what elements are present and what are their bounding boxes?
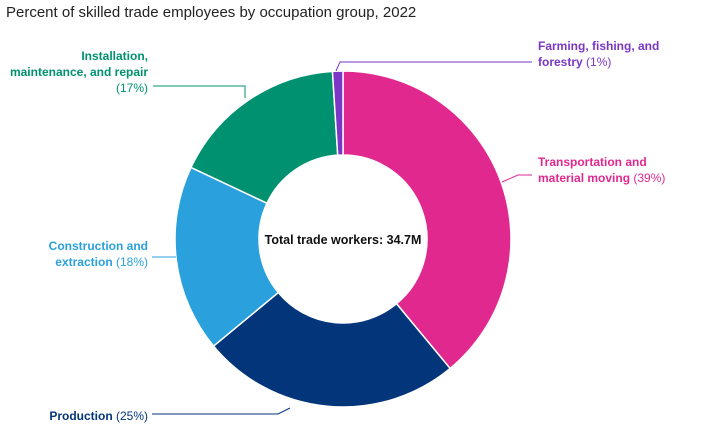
chart-title: Percent of skilled trade employees by oc…	[6, 4, 417, 21]
slice-label-5: Farming, fishing, and forestry (1%)	[538, 39, 659, 69]
leader-line-2	[152, 407, 291, 415]
center-total-label: Total trade workers: 34.7M	[265, 233, 422, 247]
leader-line-1	[501, 174, 532, 183]
donut-slice-2	[212, 291, 452, 408]
slice-label-4: Installation, maintenance, and repair (17%…	[10, 49, 148, 95]
slice-label-3: Construction and extraction (18%)	[49, 239, 148, 269]
slice-label-1: Transportation and material moving (39%)	[538, 155, 665, 185]
slice-label-2: Production (25%)	[49, 409, 148, 423]
leader-line-5	[335, 61, 532, 72]
donut-slice-5	[331, 70, 344, 156]
donut-slice-1	[342, 70, 512, 370]
donut-slice-4	[189, 70, 339, 205]
donut-slice-3	[174, 166, 280, 348]
leader-line-4	[153, 85, 246, 98]
